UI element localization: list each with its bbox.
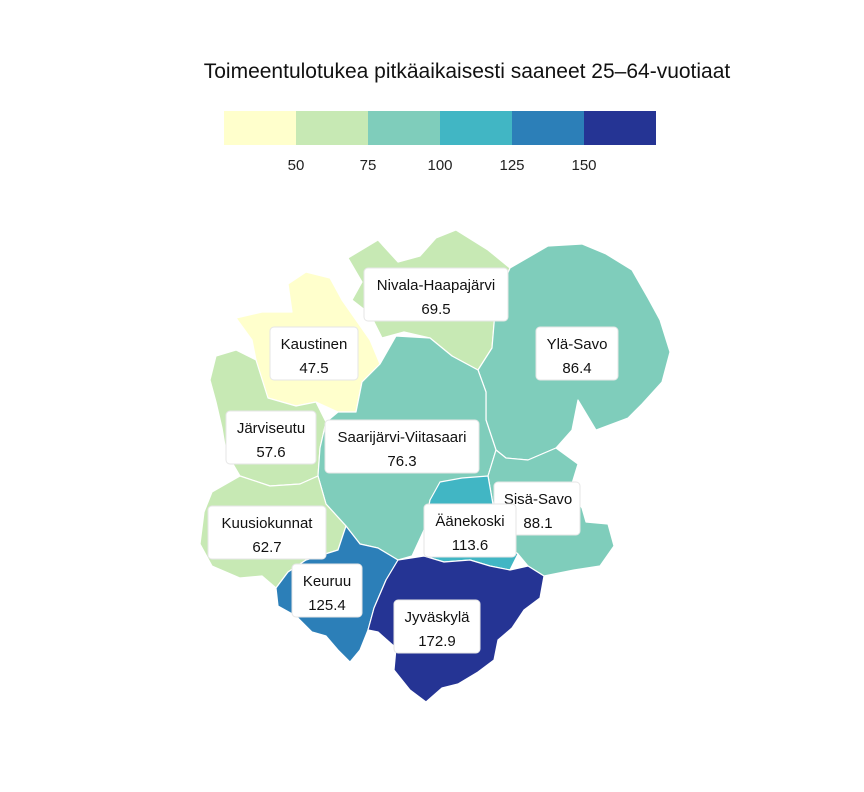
region-name: Kuusiokunnat [222,515,314,532]
region-value: 57.6 [256,444,285,461]
region-value: 125.4 [308,597,346,614]
region-label-keuruu: Keuruu 125.4 [291,563,363,618]
legend-tick-2: 100 [427,157,452,174]
region-label-kuusiokunnat: Kuusiokunnat 62.7 [207,505,327,560]
region-value: 76.3 [387,453,416,470]
region-name: Kaustinen [281,336,348,353]
region-name: Saarijärvi-Viitasaari [338,429,467,446]
region-value: 47.5 [299,360,328,377]
region-name: Järviseutu [237,420,305,437]
legend-tick-1: 75 [360,157,377,174]
region-label-yla-savo: Ylä-Savo 86.4 [535,326,619,381]
legend-swatch-5 [584,111,656,145]
region-name: Äänekoski [435,513,504,530]
legend-swatch-3 [440,111,512,145]
region-value: 88.1 [523,515,552,532]
region-name: Nivala-Haapajärvi [377,277,495,294]
legend-swatch-0 [224,111,296,145]
legend-tick-4: 150 [571,157,596,174]
region-value: 113.6 [452,537,488,554]
legend-tick-3: 125 [499,157,524,174]
region-name: Keuruu [303,573,351,590]
region-name: Sisä-Savo [504,491,572,508]
legend-swatch-1 [296,111,368,145]
legend-swatch-4 [512,111,584,145]
region-label-aanekoski: Äänekoski 113.6 [423,503,517,558]
color-legend: 50 75 100 125 150 [224,111,656,174]
legend-swatch-2 [368,111,440,145]
region-value: 172.9 [418,633,456,650]
region-label-saarijarvi-viitasaari: Saarijärvi-Viitasaari 76.3 [324,419,480,474]
region-name: Ylä-Savo [547,336,608,353]
region-label-nivala-haapajarvi: Nivala-Haapajärvi 69.5 [363,267,509,322]
region-value: 62.7 [252,539,281,556]
region-value: 69.5 [421,301,450,318]
region-name: Jyväskylä [404,609,470,626]
legend-tick-0: 50 [288,157,305,174]
map-title: Toimeentulotukea pitkäaikaisesti saaneet… [204,60,731,83]
region-label-jarviseutu: Järviseutu 57.6 [225,410,317,465]
region-label-kaustinen: Kaustinen 47.5 [269,326,359,381]
region-label-jyvaskyla: Jyväskylä 172.9 [393,599,481,654]
region-value: 86.4 [562,360,591,377]
